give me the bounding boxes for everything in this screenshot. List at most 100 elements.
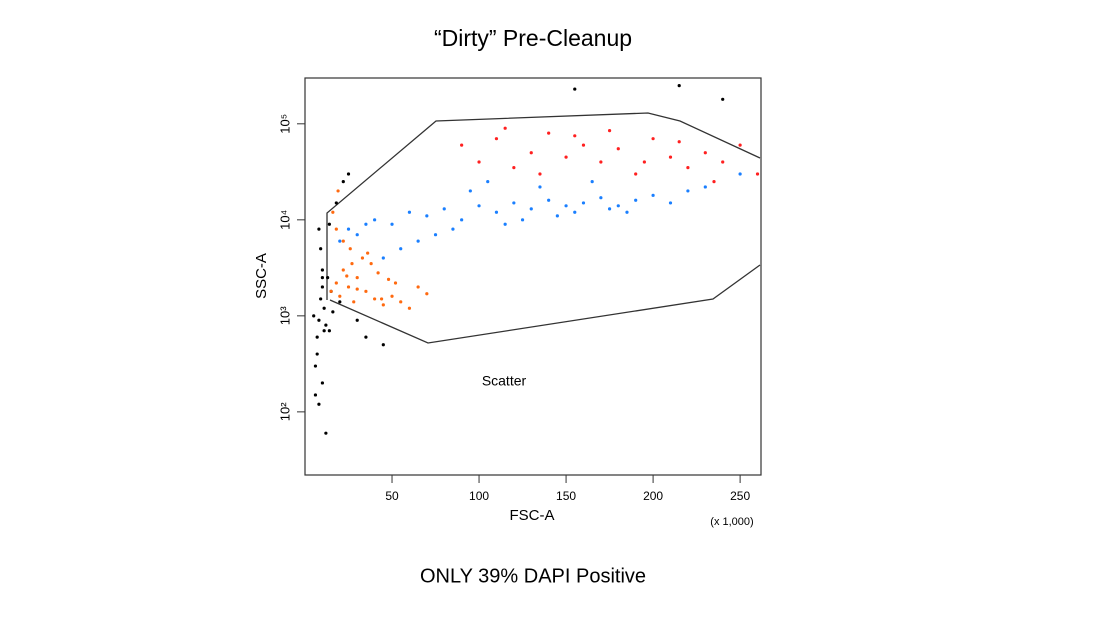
event-dot — [738, 143, 742, 147]
event-dot — [407, 210, 412, 214]
event-dot — [755, 172, 760, 176]
event-dot — [581, 143, 586, 147]
event-dot — [390, 294, 394, 298]
event-dot — [529, 151, 533, 155]
event-dot — [451, 227, 455, 231]
event-dot — [581, 201, 586, 205]
chart-title: “Dirty” Pre-Cleanup — [434, 25, 632, 51]
event-dot — [338, 300, 342, 304]
event-dot — [425, 214, 429, 218]
gate — [329, 264, 761, 344]
event-dot — [564, 155, 568, 159]
event-dot — [425, 292, 429, 296]
event-dot — [364, 222, 368, 226]
event-dot — [355, 276, 359, 280]
event-dot — [634, 198, 638, 202]
x-axis-label: FSC-A — [510, 507, 555, 524]
y-tick-label: 10⁵ — [277, 114, 292, 134]
event-dot — [433, 233, 438, 237]
event-dot — [348, 247, 352, 251]
event-dot — [346, 172, 351, 176]
event-dot — [320, 381, 325, 385]
event-dot — [327, 222, 331, 226]
event-dot — [468, 189, 472, 193]
x-tick-label: 100 — [469, 489, 489, 503]
event-dot — [477, 160, 481, 164]
event-dot — [341, 239, 345, 243]
x-multiplier: (x 1,000) — [710, 516, 753, 528]
event-dot — [399, 247, 403, 251]
event-dot — [346, 227, 351, 231]
event-dot — [315, 335, 319, 339]
event-dot — [324, 323, 328, 327]
caption: ONLY 39% DAPI Positive — [420, 565, 646, 587]
event-dot — [494, 137, 499, 141]
event-dot — [317, 227, 321, 231]
event-dot — [334, 201, 338, 205]
event-dot — [555, 214, 559, 218]
event-dot — [642, 160, 646, 164]
event-dot — [573, 210, 577, 214]
event-dot — [315, 352, 319, 356]
event-dot — [407, 306, 412, 310]
event-dot — [616, 147, 620, 151]
event-dot — [625, 210, 629, 214]
event-dot — [331, 310, 335, 314]
event-dot — [324, 431, 328, 435]
x-tick-label: 250 — [730, 489, 750, 503]
event-dot — [538, 172, 542, 176]
event-dot — [381, 256, 385, 260]
event-dot — [338, 294, 342, 298]
event-dot — [442, 207, 446, 211]
event-dot — [364, 289, 368, 293]
event-dot — [320, 285, 325, 289]
event-dot — [686, 165, 690, 170]
event-dot — [503, 222, 507, 226]
event-dot — [338, 239, 342, 243]
event-dot — [703, 151, 707, 155]
event-dot — [703, 185, 707, 189]
event-dot — [350, 262, 354, 266]
event-dot — [460, 143, 464, 147]
event-dot — [313, 393, 318, 397]
event-dot — [547, 131, 551, 135]
event-dot — [360, 256, 365, 260]
event-dot — [366, 251, 370, 255]
event-dot — [346, 285, 351, 289]
event-dot — [686, 189, 690, 193]
event-dot — [369, 262, 373, 266]
event-dot — [329, 289, 333, 293]
event-dot — [355, 233, 359, 237]
event-dot — [352, 300, 356, 304]
event-dot — [607, 207, 612, 211]
event-dot — [477, 204, 481, 208]
event-dot — [341, 268, 345, 272]
event-dot — [573, 87, 577, 91]
x-tick-label: 50 — [385, 489, 399, 503]
event-dot — [327, 329, 331, 333]
event-dot — [651, 193, 655, 197]
event-dot — [607, 128, 612, 133]
event-dot — [355, 318, 359, 322]
event-dot — [668, 155, 673, 159]
event-dot — [651, 137, 655, 141]
x-tick-label: 150 — [556, 489, 576, 503]
event-dot — [520, 218, 525, 222]
event-dot — [599, 196, 603, 200]
event-dot — [345, 274, 349, 278]
plot-frame — [304, 77, 762, 476]
y-tick-label: 10⁴ — [277, 210, 292, 230]
y-tick-label: 10² — [277, 402, 292, 421]
event-dot — [460, 218, 464, 222]
y-tick-label: 10³ — [277, 306, 292, 325]
event-dot — [721, 160, 725, 164]
event-dot — [538, 185, 542, 189]
event-dot — [547, 198, 551, 202]
event-dot — [334, 281, 338, 285]
event-dot — [486, 180, 490, 184]
gate — [326, 112, 761, 300]
event-dot — [386, 277, 391, 281]
event-dot — [634, 172, 638, 176]
event-dot — [512, 165, 516, 170]
